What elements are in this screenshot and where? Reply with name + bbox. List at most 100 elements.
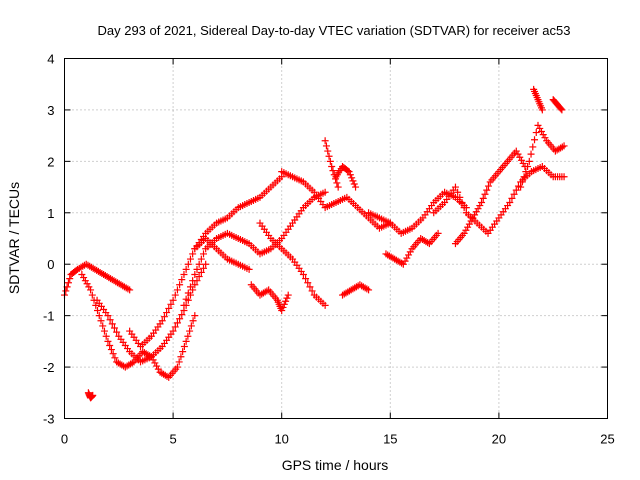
data-point bbox=[106, 341, 114, 349]
data-point bbox=[109, 350, 117, 358]
data-point bbox=[321, 188, 329, 196]
y-tick-label: 0 bbox=[47, 257, 54, 272]
data-point bbox=[306, 283, 314, 291]
data-point bbox=[173, 286, 181, 294]
data-point bbox=[182, 265, 190, 273]
data-point bbox=[104, 337, 112, 345]
data-point bbox=[175, 358, 183, 366]
data-point bbox=[189, 250, 197, 258]
chart-title: Day 293 of 2021, Sidereal Day-to-day VTE… bbox=[97, 23, 570, 38]
data-point bbox=[151, 359, 159, 367]
data-point bbox=[560, 173, 568, 181]
data-point bbox=[531, 136, 539, 144]
data-point bbox=[107, 346, 115, 354]
data-point bbox=[558, 106, 566, 114]
data-point bbox=[178, 276, 186, 284]
data-point bbox=[197, 268, 205, 276]
data-point bbox=[484, 182, 492, 190]
data-point bbox=[560, 142, 568, 150]
data-point bbox=[195, 260, 203, 268]
data-point bbox=[537, 128, 545, 136]
data-point bbox=[524, 163, 532, 170]
data-point bbox=[538, 106, 546, 114]
data-point bbox=[334, 183, 342, 191]
x-tick-label: 25 bbox=[600, 432, 614, 447]
x-tick-label: 20 bbox=[492, 432, 506, 447]
data-point bbox=[525, 157, 533, 165]
data-point bbox=[479, 194, 487, 202]
data-point bbox=[403, 254, 411, 262]
data-point bbox=[434, 229, 442, 237]
data-point bbox=[532, 129, 540, 137]
y-tick-label: 4 bbox=[47, 52, 54, 67]
data-point bbox=[506, 199, 514, 206]
data-point bbox=[325, 152, 333, 160]
data-point bbox=[108, 320, 116, 328]
data-point bbox=[173, 319, 181, 327]
data-point bbox=[520, 173, 528, 181]
y-tick-label: 1 bbox=[47, 206, 54, 221]
data-point bbox=[100, 327, 108, 335]
data-points bbox=[61, 85, 568, 402]
data-point bbox=[518, 178, 526, 186]
data-point bbox=[180, 301, 188, 309]
data-point bbox=[187, 322, 195, 330]
data-point bbox=[245, 265, 253, 273]
data-point bbox=[527, 150, 535, 158]
data-point bbox=[405, 251, 413, 259]
data-point bbox=[451, 183, 459, 191]
data-point bbox=[158, 317, 166, 325]
data-point bbox=[352, 183, 360, 191]
data-point bbox=[85, 283, 93, 291]
data-point bbox=[197, 255, 205, 263]
x-tick-label: 5 bbox=[169, 432, 176, 447]
data-point bbox=[514, 150, 522, 158]
data-point bbox=[173, 363, 181, 371]
data-point bbox=[191, 271, 199, 278]
data-point bbox=[186, 327, 194, 335]
data-point bbox=[278, 307, 286, 314]
data-point bbox=[472, 208, 480, 216]
data-point bbox=[465, 220, 473, 228]
data-point bbox=[529, 143, 537, 151]
data-point bbox=[191, 281, 199, 289]
data-point bbox=[321, 301, 329, 309]
plot-border bbox=[64, 58, 608, 419]
data-point bbox=[349, 177, 357, 185]
data-point bbox=[66, 275, 74, 283]
data-point bbox=[88, 291, 96, 299]
data-point bbox=[126, 286, 134, 294]
data-point bbox=[344, 167, 352, 175]
data-point bbox=[322, 142, 330, 150]
data-point bbox=[283, 294, 291, 302]
data-point bbox=[186, 283, 194, 291]
data-point bbox=[184, 289, 192, 297]
data-point bbox=[474, 205, 482, 213]
data-point bbox=[89, 391, 97, 399]
data-point bbox=[458, 199, 466, 206]
data-point bbox=[200, 264, 208, 272]
data-point bbox=[280, 300, 288, 308]
data-point bbox=[83, 280, 91, 288]
data-point bbox=[304, 279, 312, 287]
data-point bbox=[178, 311, 186, 319]
data-point bbox=[326, 157, 334, 165]
data-point bbox=[348, 174, 356, 182]
data-point bbox=[282, 297, 290, 305]
y-tick-label: -3 bbox=[43, 412, 55, 427]
y-tick-label: -1 bbox=[43, 309, 55, 324]
data-point bbox=[302, 275, 310, 283]
data-point bbox=[476, 202, 484, 210]
data-point bbox=[104, 312, 112, 320]
data-point bbox=[299, 271, 307, 278]
data-point bbox=[191, 312, 199, 320]
y-axis-label: SDTVAR / TECUs bbox=[6, 182, 22, 294]
data-point bbox=[202, 260, 210, 268]
data-point bbox=[99, 322, 107, 330]
data-point bbox=[180, 343, 188, 350]
data-point bbox=[184, 260, 192, 268]
data-point bbox=[171, 323, 179, 331]
data-point bbox=[153, 362, 161, 370]
x-tick-label: 15 bbox=[383, 432, 397, 447]
data-point bbox=[169, 296, 177, 304]
